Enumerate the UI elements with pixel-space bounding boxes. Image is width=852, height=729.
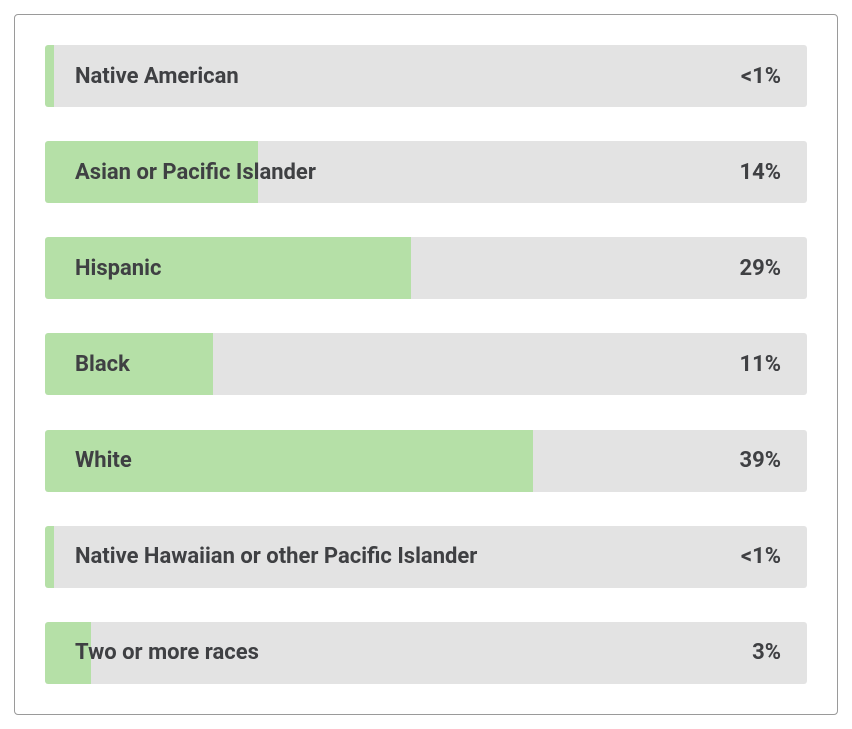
- demographics-chart-card: Native American <1% Asian or Pacific Isl…: [14, 14, 838, 715]
- bar-row: White 39%: [45, 430, 807, 492]
- bar-row: Black 11%: [45, 333, 807, 395]
- bar-label: Hispanic: [75, 256, 161, 281]
- bar-label: White: [75, 448, 132, 473]
- bar-overlay: Native Hawaiian or other Pacific Islande…: [45, 526, 807, 588]
- bar-value: <1%: [741, 544, 781, 569]
- bar-value: 39%: [739, 448, 781, 473]
- bar-value: 29%: [739, 256, 781, 281]
- bar-overlay: White 39%: [45, 430, 807, 492]
- bar-value: 3%: [752, 640, 781, 665]
- bar-label: Native American: [75, 64, 239, 89]
- bar-label: Two or more races: [75, 640, 259, 665]
- bar-value: 11%: [739, 352, 781, 377]
- bar-overlay: Hispanic 29%: [45, 237, 807, 299]
- bar-row: Two or more races 3%: [45, 622, 807, 684]
- bar-label: Black: [75, 352, 130, 377]
- bar-value: 14%: [739, 160, 781, 185]
- bar-label: Native Hawaiian or other Pacific Islande…: [75, 544, 477, 569]
- bar-row: Native American <1%: [45, 45, 807, 107]
- bar-overlay: Two or more races 3%: [45, 622, 807, 684]
- bar-row: Hispanic 29%: [45, 237, 807, 299]
- bar-row: Native Hawaiian or other Pacific Islande…: [45, 526, 807, 588]
- bar-label: Asian or Pacific Islander: [75, 160, 316, 185]
- bar-value: <1%: [741, 64, 781, 89]
- bar-row: Asian or Pacific Islander 14%: [45, 141, 807, 203]
- bar-overlay: Black 11%: [45, 333, 807, 395]
- bar-overlay: Native American <1%: [45, 45, 807, 107]
- bar-overlay: Asian or Pacific Islander 14%: [45, 141, 807, 203]
